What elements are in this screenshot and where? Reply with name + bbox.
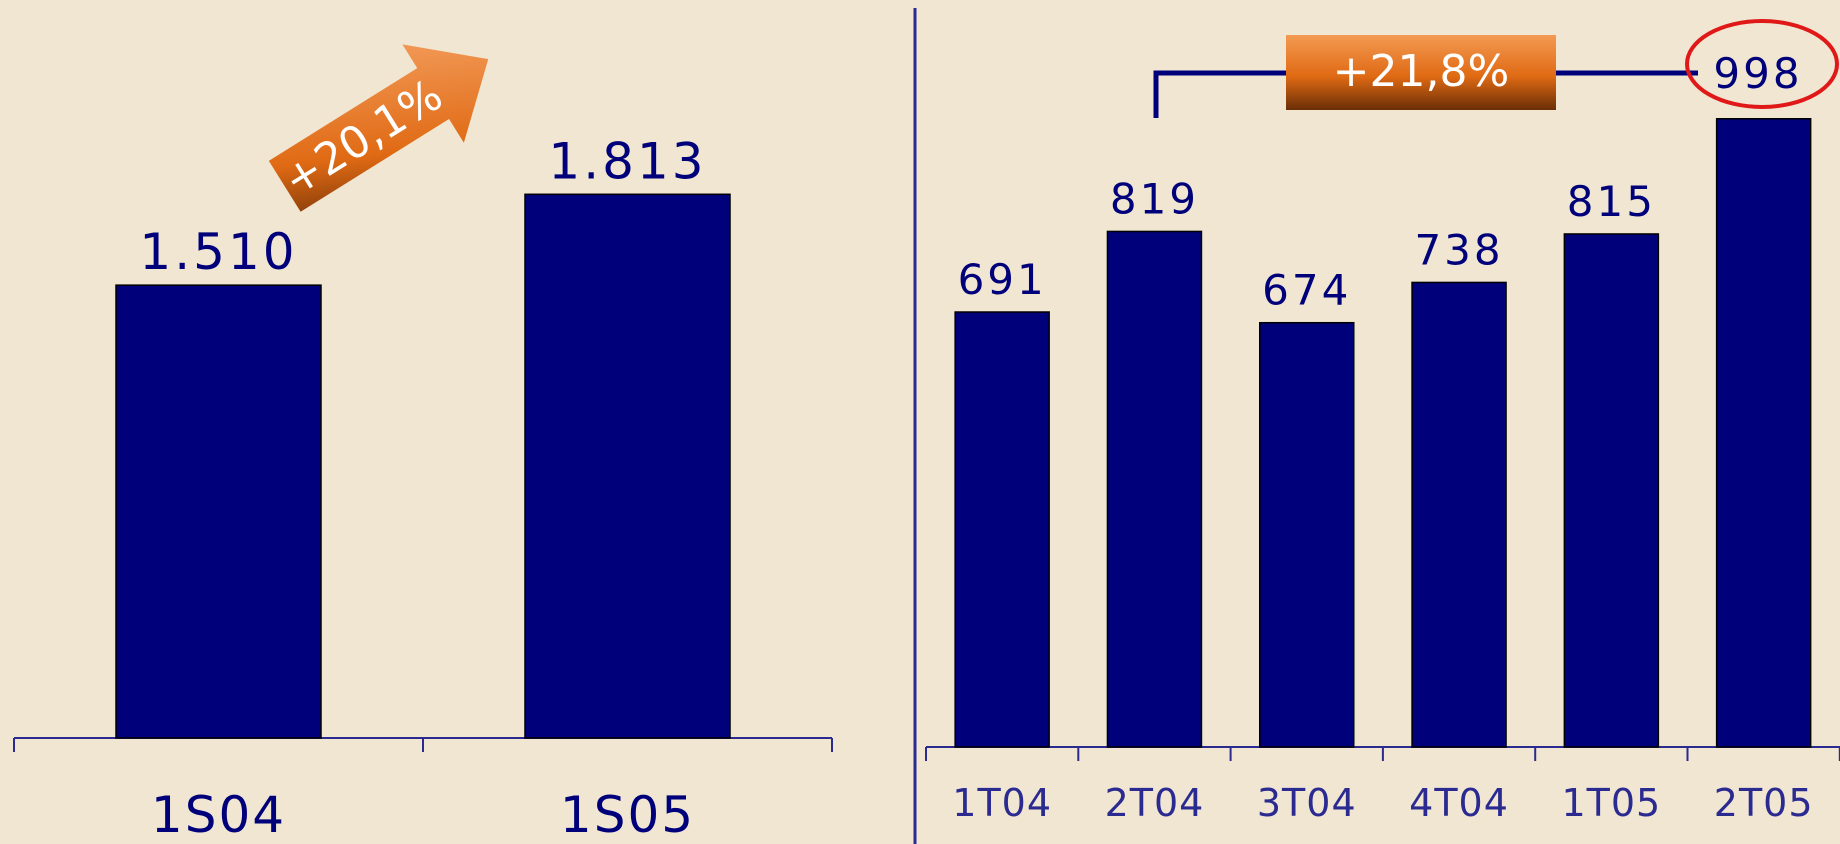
highlight-ring [1685,19,1839,109]
bar-1T04 [954,311,1050,748]
value-label-2T04: 819 [1110,174,1199,223]
category-label-1T05: 1T05 [1561,781,1661,825]
category-label-4T04: 4T04 [1409,781,1509,825]
category-label-3T04: 3T04 [1257,781,1357,825]
growth-arrow-shape [268,44,489,212]
category-label-1T04: 1T04 [952,781,1052,825]
growth-badge-label: +21,8% [1333,46,1510,97]
growth-arrow-annotation: +20,1% [268,44,489,212]
category-label-2T04: 2T04 [1105,781,1205,825]
growth-badge [1286,35,1556,110]
growth-bracket-annotation: +21,8% [1153,35,1698,118]
value-label-4T04: 738 [1414,225,1503,274]
bar-1S05 [524,193,731,739]
bar-4T04 [1411,281,1507,748]
value-label-1T05: 815 [1567,177,1656,226]
value-label-1S04: 1.510 [139,223,297,281]
value-label-3T04: 674 [1262,266,1351,315]
category-label-1S05: 1S05 [560,786,695,844]
bar-2T04 [1106,230,1203,748]
value-label-1T04: 691 [958,255,1047,304]
quarter-bar-chart: +21,8% 691 819 674 738 815 998 1T04 2T04 3T04 4T… [925,19,1840,825]
category-label-1S04: 1S04 [151,786,286,844]
bar-2T05 [1715,118,1812,748]
bar-3T04 [1259,321,1355,748]
value-label-2T05: 998 [1713,49,1802,98]
category-label-2T05: 2T05 [1714,781,1814,825]
bar-1T05 [1563,233,1660,748]
value-label-1S05: 1.813 [548,132,706,190]
growth-arrow-label: +20,1% [275,70,452,207]
semester-bar-chart: 1.510 1.813 1S04 1S05 +20,1% [13,44,833,844]
bar-1S04 [115,284,322,739]
